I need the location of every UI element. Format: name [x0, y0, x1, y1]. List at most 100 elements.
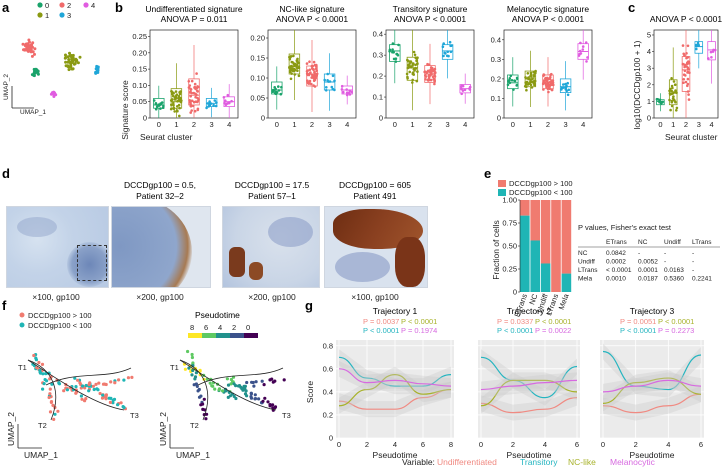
f-left-point — [56, 409, 60, 413]
b0-point — [174, 90, 178, 93]
b2-point — [411, 71, 415, 74]
b-y-label: Signature score — [120, 80, 130, 140]
g-variable-legend: Variable: Undifferentiated Transitory NC… — [402, 457, 656, 467]
b1-point — [313, 70, 316, 74]
c-box — [707, 41, 716, 61]
umap-point — [28, 40, 31, 44]
f-left-point — [108, 400, 112, 404]
f-right-curve-t1 — [197, 367, 284, 386]
f-left-point — [109, 396, 113, 400]
b0-point — [171, 94, 175, 98]
f-left-point — [98, 391, 102, 396]
g2-line-melanocytic — [602, 379, 702, 393]
f-left-point — [68, 386, 73, 390]
b3-point — [550, 88, 554, 92]
f-colorbar-seg — [230, 333, 244, 338]
f-left-point — [51, 403, 55, 407]
b0-box — [170, 88, 183, 109]
b1-point — [310, 76, 314, 79]
b0-point — [193, 82, 197, 86]
umap-point — [33, 47, 37, 51]
g2-line-nc-like — [602, 377, 702, 405]
f-right-point — [249, 392, 253, 396]
b0-point — [212, 103, 215, 107]
f-legend-high-dot — [19, 312, 25, 318]
g1-x-label: Pseudotime — [507, 450, 552, 460]
b0-point — [196, 107, 200, 111]
b3-point — [529, 71, 533, 75]
g1-p-melano: P = 0.0022 — [535, 326, 571, 335]
g1-xtick-label: 2 — [511, 440, 515, 449]
fisher-cell: 0.5360 — [664, 276, 684, 283]
f-left-point — [52, 417, 56, 421]
f-left-point — [83, 386, 87, 390]
b0-point — [193, 109, 197, 113]
f-right-point — [244, 389, 248, 393]
umap-point — [34, 68, 38, 72]
b0-xtick-label: 1 — [174, 120, 178, 129]
f-left-curve-t3 — [27, 359, 125, 411]
f-colorbar-seg — [244, 333, 258, 338]
b2-point — [391, 48, 394, 51]
b2-point — [426, 78, 430, 82]
c-point — [682, 78, 686, 81]
f-right-point — [210, 384, 214, 388]
b3-xtick-label: 3 — [564, 120, 568, 129]
b1-point — [291, 69, 295, 73]
c-y-label: log10(DCCDgp100 + 1) — [632, 40, 642, 129]
b3-point — [529, 73, 533, 77]
c-point — [687, 98, 691, 101]
c-point — [686, 44, 690, 48]
b1-point — [296, 57, 299, 61]
b1-point — [295, 63, 299, 67]
f-right-point — [191, 368, 195, 373]
f-left-point — [130, 375, 134, 379]
panel-label-d: d — [2, 166, 10, 181]
b3-point — [578, 52, 581, 56]
f-right-point — [234, 396, 238, 401]
fisher-title: P values, Fisher's exact test — [578, 223, 672, 232]
b3-point — [546, 77, 550, 81]
b3-point — [567, 88, 571, 92]
b3-box — [507, 74, 519, 90]
c-point — [686, 77, 690, 81]
fisher-header: LTrans — [692, 239, 712, 246]
b0-xtick-label: 0 — [157, 120, 161, 129]
b3-box — [559, 78, 572, 93]
b3-point — [581, 48, 585, 51]
b2-ytick-label: 0.1 — [373, 93, 383, 102]
b2-xtick-label: 4 — [463, 120, 467, 129]
c-xtick-label: 1 — [671, 120, 675, 129]
g0-line-melanocytic — [338, 368, 452, 387]
b3-box — [542, 74, 554, 90]
f-right-point — [273, 406, 277, 410]
e-bar-high — [540, 200, 551, 264]
b3-point — [548, 85, 551, 89]
b0-point — [189, 87, 192, 91]
legend-dot-4 — [83, 2, 89, 8]
b1-point — [290, 67, 294, 71]
b0-ytick-label: 0 — [143, 114, 147, 123]
b1-anova: ANOVA P < 0.0001 — [276, 14, 348, 24]
b2-point — [412, 50, 416, 54]
b0-point — [226, 93, 230, 97]
f-left-y-label: UMAP_2 — [6, 412, 16, 446]
e-bar-low — [561, 273, 572, 292]
f-right-point — [229, 377, 233, 382]
b2-point — [395, 52, 398, 56]
b1-point — [331, 74, 335, 78]
g-variable-transitory: Transitory — [520, 457, 558, 467]
umap-point — [76, 61, 80, 65]
b2-point — [391, 42, 395, 45]
c-point — [684, 74, 687, 77]
legend-dot-1 — [37, 12, 43, 18]
f-right-point — [261, 399, 265, 403]
f-right-point — [253, 397, 257, 401]
b2-point — [411, 64, 414, 67]
b0-point — [155, 105, 159, 108]
b1-point — [273, 86, 277, 89]
g1-ci-band — [481, 389, 577, 421]
b2-ytick-label: 0.3 — [373, 51, 383, 60]
